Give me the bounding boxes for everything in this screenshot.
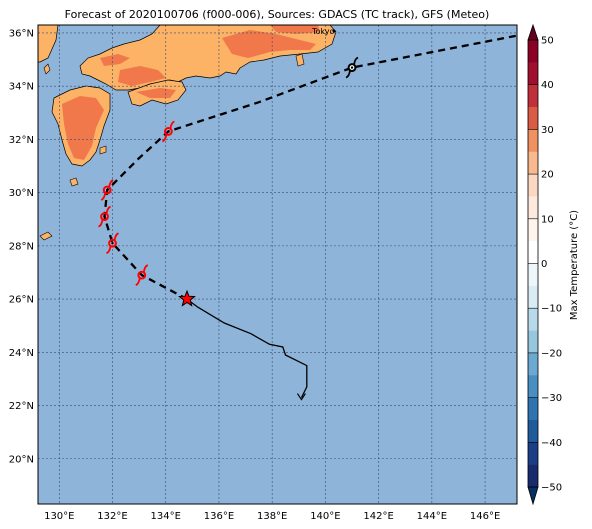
colorbar-band [528, 330, 538, 354]
lat-tick-label: 36°N [9, 28, 34, 39]
colorbar-label: Max Temperature (°C) [569, 210, 580, 320]
colorbar-tick-label: 40 [541, 80, 554, 91]
map-title: Forecast of 2020100706 (f000-006), Sourc… [65, 8, 490, 21]
colorbar-tick-label: −10 [541, 304, 562, 315]
typhoon-icon [106, 232, 119, 255]
colorbar-band [528, 129, 538, 153]
colorbar-tick-label: −50 [541, 483, 562, 494]
lon-tick-label: 138°E [257, 511, 287, 522]
lon-tick-label: 140°E [310, 511, 340, 522]
city-marker-tokyo [332, 29, 336, 33]
observed-track-line [186, 298, 308, 398]
lon-tick-label: 134°E [151, 511, 181, 522]
colorbar-band [528, 263, 538, 287]
lat-tick-label: 24°N [9, 348, 34, 359]
colorbar-tick-label: −30 [541, 393, 562, 404]
lon-tick-label: 132°E [97, 511, 127, 522]
colorbar-tick-label: 50 [541, 36, 554, 47]
storm-symbols [98, 56, 359, 307]
colorbar: 50 40 30 20 10 0 −10 −20 −30 −40 −50 [527, 23, 562, 506]
colorbar-tick-label: 30 [541, 125, 554, 136]
colorbar-band [528, 84, 538, 108]
longitude-ticks: 130°E 132°E 134°E 136°E 138°E 140°E 142°E 144°E… [44, 511, 500, 522]
colorbar-band [528, 174, 538, 197]
map-area: Tokyo [38, 25, 517, 504]
lat-tick-label: 20°N [9, 454, 34, 465]
lat-tick-label: 34°N [9, 82, 34, 93]
typhoon-icon [100, 179, 114, 201]
colorbar-band [528, 151, 538, 175]
korea-land [38, 25, 59, 63]
colorbar-tick-label: 20 [541, 170, 554, 181]
colorbar-band [528, 464, 538, 488]
typhoon-icon [98, 205, 111, 228]
colorbar-band [528, 196, 538, 220]
colorbar-band [528, 285, 538, 309]
lon-tick-label: 144°E [417, 511, 447, 522]
colorbar-band [528, 442, 538, 465]
typhoon-icon [162, 120, 175, 143]
lon-tick-label: 142°E [363, 511, 393, 522]
lat-tick-label: 30°N [9, 188, 34, 199]
colorbar-band [528, 308, 538, 331]
lon-tick-label: 130°E [44, 511, 74, 522]
colorbar-band [528, 397, 538, 421]
colorbar-band [528, 419, 538, 443]
colorbar-band [528, 107, 538, 130]
city-label-tokyo: Tokyo [311, 27, 335, 36]
colorbar-extend-min [527, 486, 539, 506]
colorbar-band [528, 352, 538, 376]
lon-tick-label: 146°E [470, 511, 500, 522]
typhoon-icon [135, 264, 149, 286]
lat-tick-label: 26°N [9, 295, 34, 306]
map-frame [37, 24, 518, 505]
colorbar-tick-label: 10 [541, 214, 554, 225]
lon-tick-label: 136°E [204, 511, 234, 522]
warm-land-regions [62, 25, 320, 160]
colorbar-tick-label: −20 [541, 348, 562, 359]
lat-tick-label: 22°N [9, 401, 34, 412]
extratropical-storm-icon [345, 56, 359, 79]
colorbar-band [528, 40, 538, 63]
colorbar-band [528, 218, 538, 242]
colorbar-tick-label: −40 [541, 438, 562, 449]
colorbar-tick-label: 0 [541, 259, 547, 270]
latitude-ticks: 36°N 34°N 32°N 30°N 28°N 26°N 24°N 22°N 20°N [9, 28, 34, 465]
current-position-star-icon [178, 289, 196, 307]
colorbar-band [528, 241, 538, 264]
colorbar-extend-max [527, 23, 539, 41]
lat-tick-label: 32°N [9, 135, 34, 146]
colorbar-band [528, 375, 538, 398]
track-start-arrow [296, 393, 306, 401]
lat-tick-label: 28°N [9, 241, 34, 252]
forecast-track-line [103, 34, 517, 301]
ocean-background [38, 25, 517, 504]
colorbar-band [528, 62, 538, 85]
